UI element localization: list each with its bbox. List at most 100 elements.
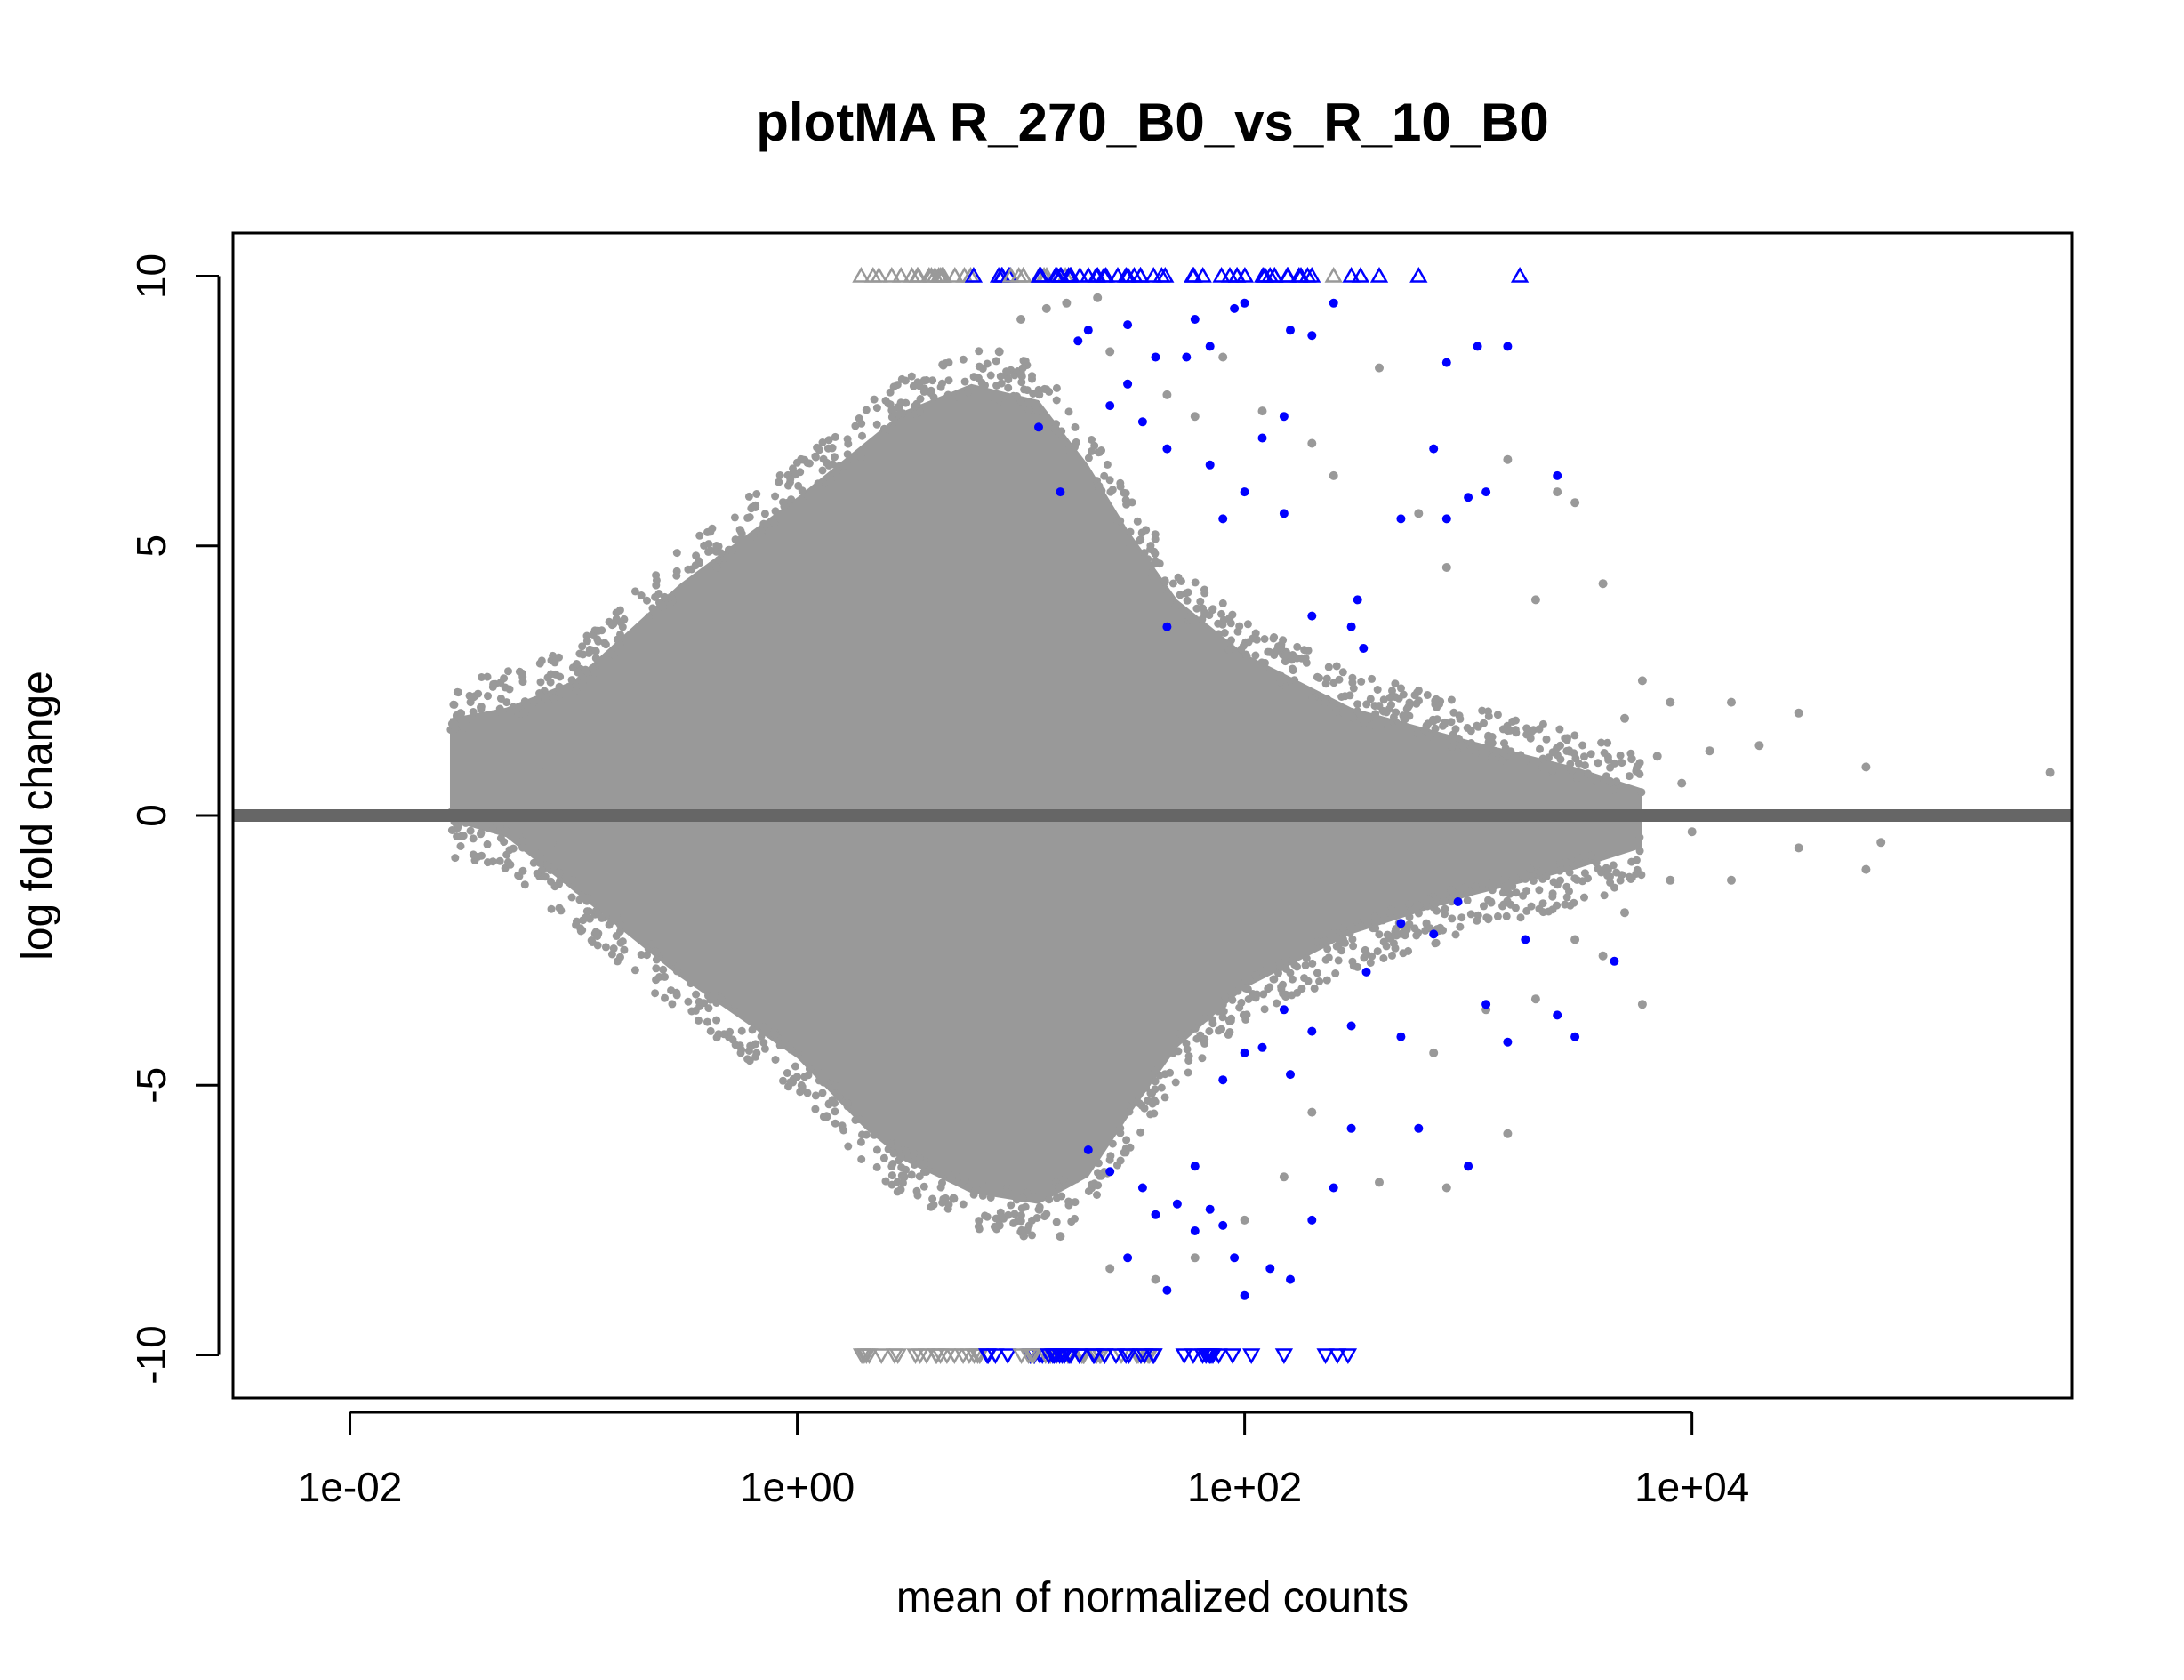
significant-point: [1570, 1032, 1580, 1041]
point: [600, 639, 609, 647]
point: [1388, 951, 1396, 960]
point: [547, 904, 556, 913]
point: [907, 1170, 916, 1179]
point: [467, 713, 477, 723]
point: [1604, 849, 1613, 858]
point: [1861, 864, 1871, 874]
point: [1191, 1024, 1200, 1033]
point: [1466, 739, 1475, 747]
point: [1506, 726, 1514, 735]
point: [1448, 743, 1457, 752]
point: [1017, 372, 1026, 381]
point: [555, 682, 564, 691]
out-of-range-down-marker: [1223, 1348, 1242, 1365]
out-of-range-down-marker: [1120, 1348, 1138, 1365]
point: [1666, 875, 1675, 885]
point: [798, 486, 807, 495]
out-of-range-down-marker: [1274, 1348, 1294, 1365]
point: [831, 432, 839, 441]
point: [1313, 969, 1321, 977]
point: [1012, 1195, 1021, 1204]
point: [1274, 969, 1282, 977]
point: [1373, 947, 1382, 956]
point: [572, 687, 581, 695]
point: [543, 673, 552, 682]
point: [1538, 763, 1547, 772]
point: [831, 453, 839, 462]
point: [915, 1172, 924, 1181]
out-of-range-down-marker: [1040, 1348, 1058, 1365]
point: [1055, 429, 1063, 438]
point: [1184, 613, 1193, 621]
out-of-range-down-marker: [1084, 1348, 1103, 1365]
point: [483, 672, 492, 681]
out-of-range-up-marker: [1303, 266, 1321, 283]
point: [1360, 719, 1369, 727]
significant-point: [1521, 935, 1530, 944]
point: [748, 1025, 757, 1034]
point: [1125, 1107, 1134, 1116]
significant-point: [1190, 315, 1200, 324]
point: [708, 524, 717, 533]
point: [1052, 383, 1061, 392]
point: [1071, 443, 1079, 452]
out-of-range-up-marker: [1279, 266, 1297, 283]
point: [1307, 438, 1317, 448]
point: [1304, 977, 1313, 985]
point: [811, 453, 820, 462]
point: [964, 1183, 973, 1192]
point: [1323, 944, 1332, 953]
point: [994, 1220, 1004, 1230]
point: [1503, 1129, 1513, 1138]
point: [1555, 866, 1564, 875]
point: [496, 708, 505, 716]
point: [1125, 539, 1134, 548]
point: [1687, 827, 1697, 837]
point: [1308, 959, 1317, 968]
point: [978, 365, 987, 373]
point: [886, 1139, 895, 1148]
point: [1405, 899, 1414, 908]
point: [1151, 1066, 1160, 1075]
significant-point: [1182, 352, 1192, 362]
point: [637, 951, 646, 959]
point: [1371, 924, 1380, 933]
point: [687, 979, 695, 988]
point: [616, 630, 624, 639]
point: [1375, 930, 1384, 939]
point: [1018, 364, 1027, 373]
point: [1220, 629, 1229, 637]
point: [1235, 1003, 1244, 1012]
point: [1598, 579, 1608, 589]
point: [643, 596, 651, 605]
point: [708, 993, 717, 1001]
point: [1542, 735, 1551, 744]
point: [1521, 757, 1530, 765]
point: [1028, 1216, 1036, 1225]
point: [1184, 1068, 1192, 1077]
point: [1425, 732, 1434, 741]
point: [1549, 878, 1558, 887]
point: [651, 592, 660, 601]
point: [814, 479, 823, 488]
point: [794, 1049, 803, 1058]
point: [751, 503, 760, 511]
point: [1548, 892, 1557, 901]
point: [1527, 902, 1536, 911]
point: [1357, 922, 1366, 931]
point: [909, 382, 918, 390]
point: [975, 1217, 984, 1226]
point: [1451, 930, 1460, 939]
point: [1277, 671, 1286, 680]
point: [1379, 954, 1388, 962]
point: [1482, 749, 1491, 757]
point: [1218, 599, 1227, 607]
point: [1466, 727, 1475, 736]
point: [1241, 656, 1249, 665]
point: [1042, 1210, 1051, 1218]
out-of-range-up-marker: [903, 266, 921, 283]
point-cloud-area: [449, 383, 1642, 1204]
point: [835, 1093, 844, 1101]
point: [1121, 1148, 1130, 1157]
point: [1094, 1181, 1103, 1190]
